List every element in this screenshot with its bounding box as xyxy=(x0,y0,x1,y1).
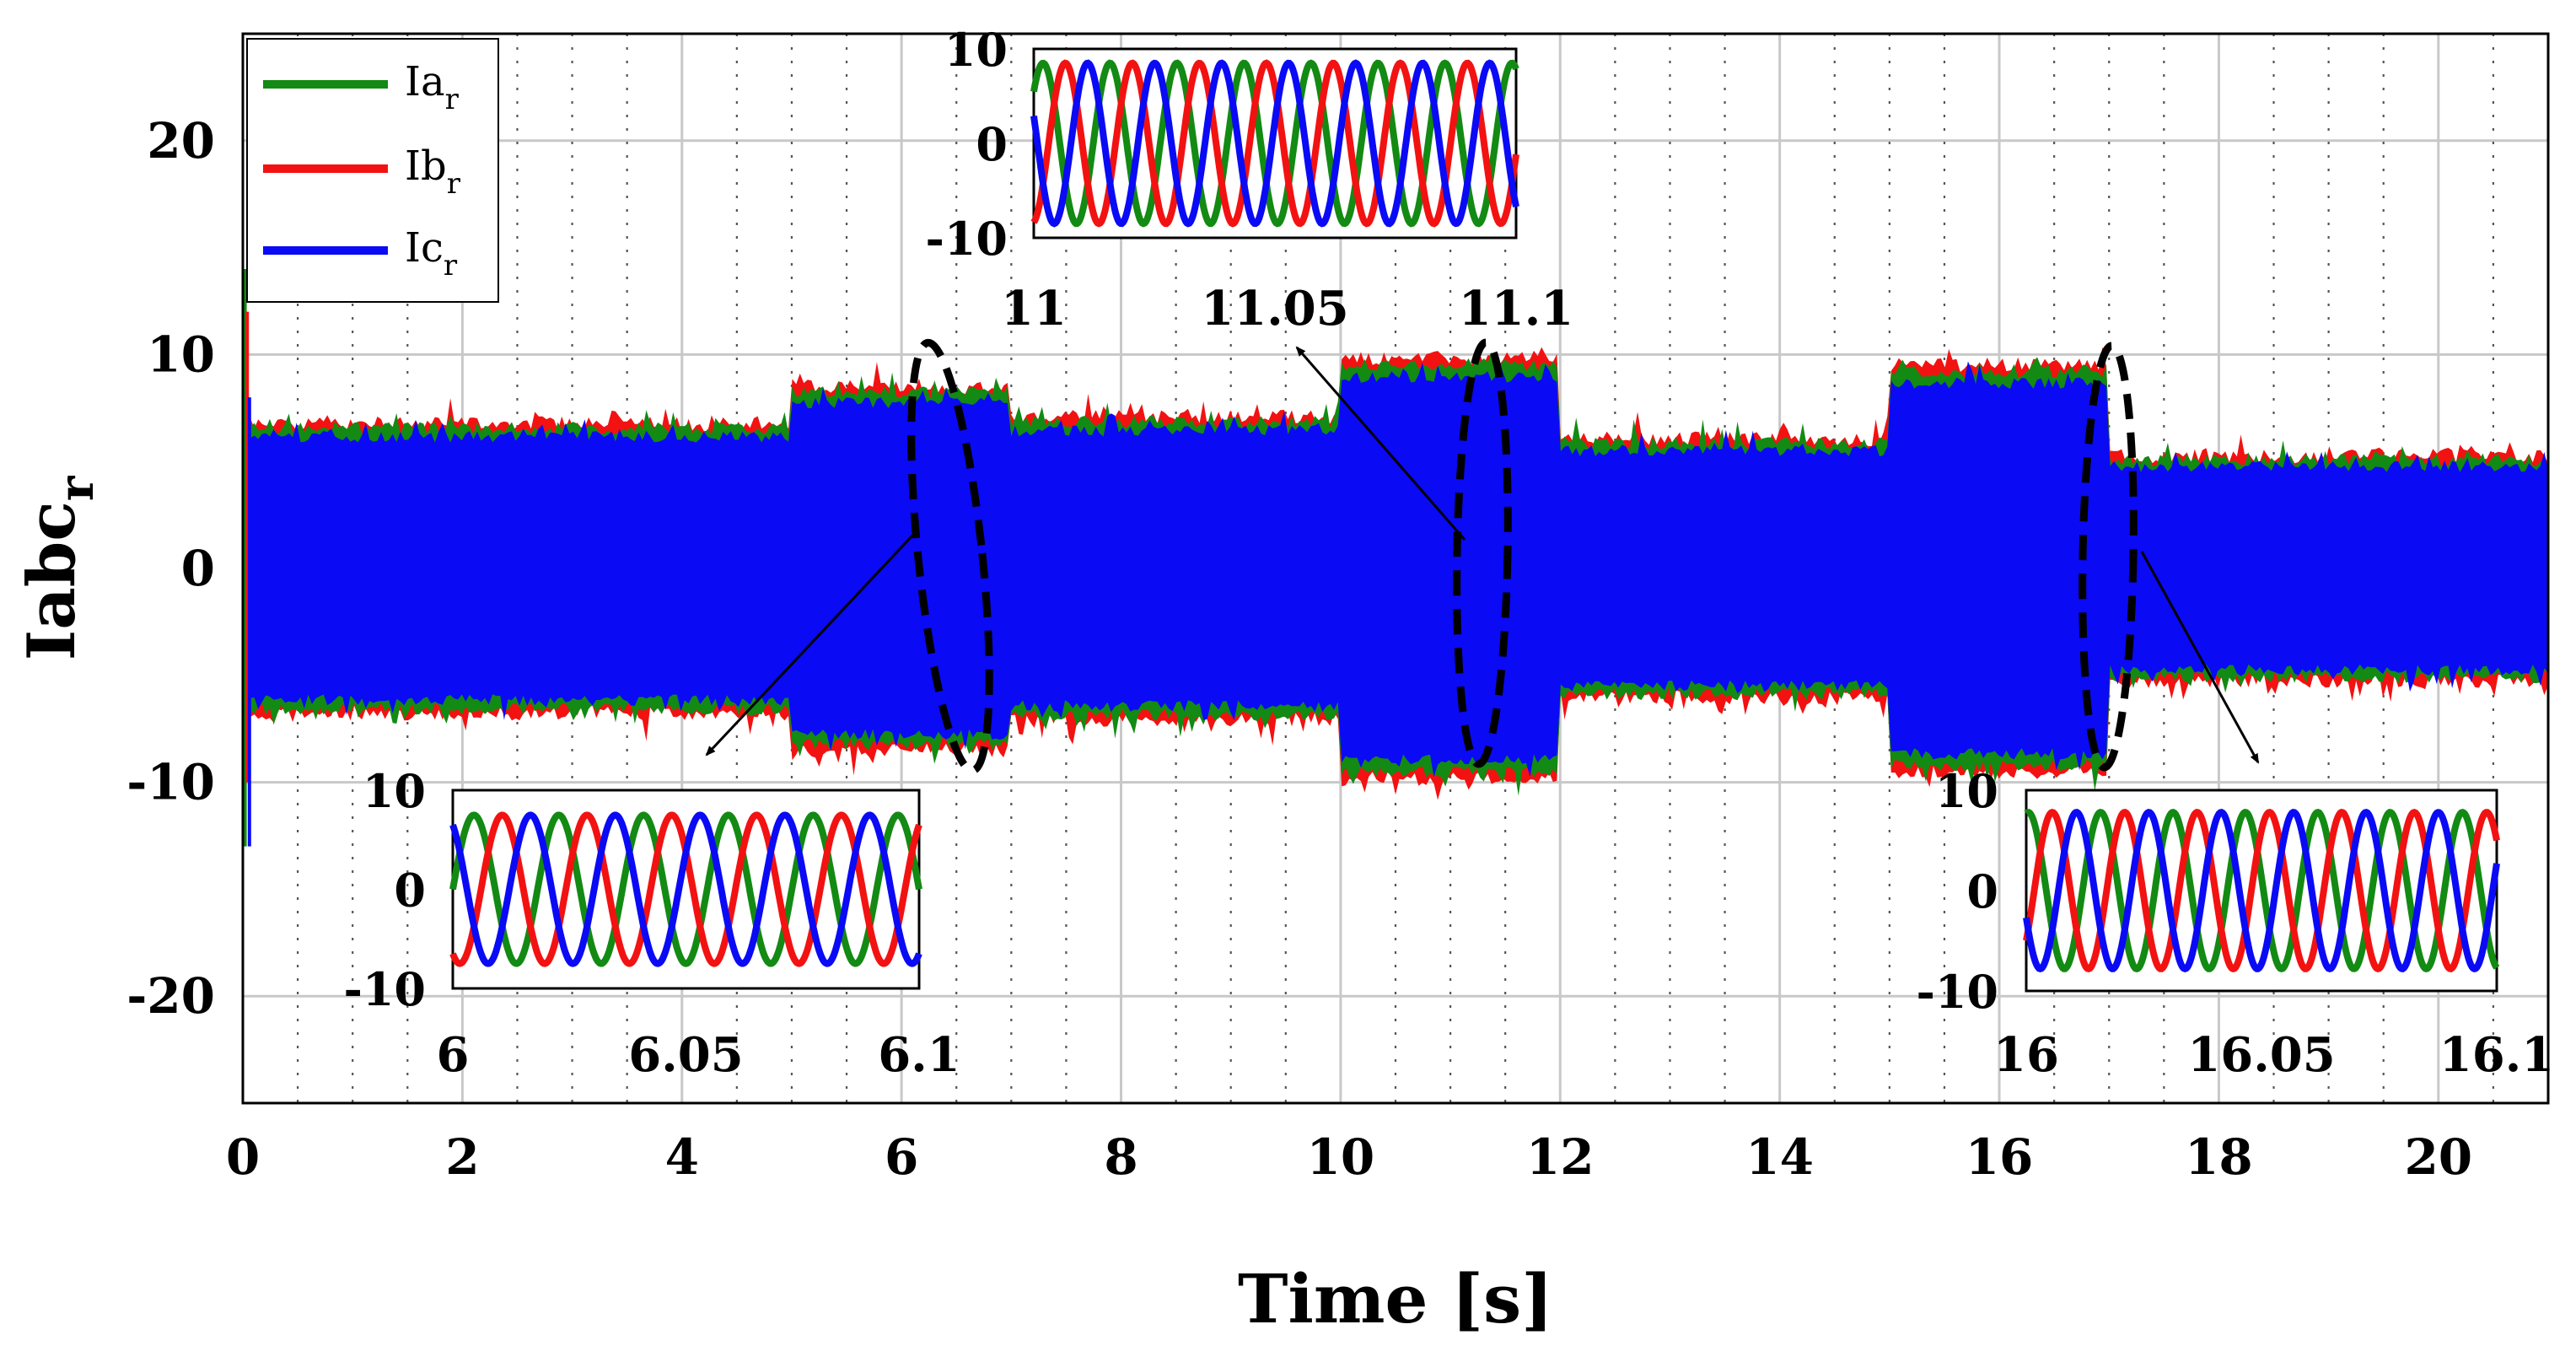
y-tick-label: 10 xyxy=(147,326,215,383)
inset-wave-b xyxy=(1030,59,1519,228)
legend-label-ia: Ia xyxy=(405,58,445,105)
inset-x-tick-label: 11.1 xyxy=(1459,281,1573,336)
y-tick-labels: -20 -10 0 10 20 xyxy=(126,112,215,1025)
inset-wave-a xyxy=(1030,59,1519,228)
inset-wave-c xyxy=(449,811,922,967)
inset-zoom-16s: 10 0 -10 16 16.05 16.1 xyxy=(1916,764,2554,1083)
inset-y-tick-label: 0 xyxy=(394,864,426,918)
inset-wave-a xyxy=(2024,808,2500,972)
inset-wave-c xyxy=(1030,59,1519,228)
legend-item-ic: Icr xyxy=(263,224,458,283)
svg-text:Icr: Icr xyxy=(405,224,458,283)
x-tick-label: 2 xyxy=(445,1128,479,1186)
inset-y-tick-label: 10 xyxy=(363,764,426,818)
inset-x-tick-label: 6.1 xyxy=(878,1027,960,1083)
inset-zoom-6s: 10 0 -106 6.05 6.1 xyxy=(343,764,960,1083)
zoom-ellipse-1 xyxy=(907,338,993,775)
x-tick-label: 8 xyxy=(1104,1128,1137,1186)
zoom-arrow-3 xyxy=(2140,551,2260,764)
inset-x-tick-label: 6 xyxy=(437,1027,470,1083)
legend-label-ic: Ic xyxy=(405,224,444,272)
current-envelopes xyxy=(243,268,2548,847)
inset-y-tick-label: 10 xyxy=(1935,764,1998,818)
y-tick-label: -20 xyxy=(126,967,215,1025)
svg-text:Iar: Iar xyxy=(405,58,460,116)
x-tick-label: 18 xyxy=(2185,1128,2253,1186)
zoom-annotations xyxy=(705,338,2260,775)
y-axis-label: Iabcr xyxy=(13,475,105,660)
x-tick-label: 0 xyxy=(226,1128,260,1186)
inset-x-tick-label: 16.1 xyxy=(2439,1027,2554,1083)
x-tick-label: 10 xyxy=(1307,1128,1375,1186)
inset-y-tick-label: 10 xyxy=(944,23,1008,77)
inset-wave-c xyxy=(2023,808,2500,973)
x-tick-labels: 0 2 4 6 8 10 12 14 16 18 20 xyxy=(226,1128,2472,1186)
legend-item-ia: Iar xyxy=(263,58,460,116)
legend-item-ib: Ibr xyxy=(263,143,461,201)
zoom-arrow-2 xyxy=(1295,346,1466,541)
inset-x-tick-label: 16 xyxy=(1993,1027,2059,1083)
inset-x-tick-label: 6.05 xyxy=(628,1027,743,1083)
x-tick-label: 20 xyxy=(2404,1128,2472,1186)
x-tick-label: 6 xyxy=(885,1128,918,1186)
inset-frame xyxy=(451,789,921,990)
inset-x-tick-label: 11.05 xyxy=(1201,281,1348,336)
svg-text:Ibr: Ibr xyxy=(405,143,461,201)
x-tick-label: 4 xyxy=(665,1128,699,1186)
zoom-arrow-1 xyxy=(705,531,917,756)
x-tick-label: 16 xyxy=(1966,1128,2034,1186)
x-axis-label: Time [s] xyxy=(1238,1259,1553,1338)
inset-y-tick-label: -10 xyxy=(925,212,1008,266)
y-tick-label: 0 xyxy=(181,540,215,597)
x-tick-label: 12 xyxy=(1526,1128,1595,1186)
x-tick-label: 14 xyxy=(1745,1128,1814,1186)
inset-y-tick-label: 0 xyxy=(976,117,1008,171)
inset-x-tick-label: 11 xyxy=(1001,281,1067,336)
envelope-ic xyxy=(243,359,2548,778)
inset-y-tick-label: -10 xyxy=(1916,965,1998,1019)
y-tick-label: -10 xyxy=(126,754,215,811)
legend-label-ib: Ib xyxy=(405,143,447,190)
y-tick-label: 20 xyxy=(147,112,215,170)
inset-y-tick-label: -10 xyxy=(343,962,426,1016)
inset-wave-b xyxy=(2023,808,2500,973)
inset-y-tick-label: 0 xyxy=(1966,864,1998,918)
zoom-ellipse-2 xyxy=(1453,338,1512,768)
inset-x-tick-label: 16.05 xyxy=(2187,1027,2335,1083)
zoom-ellipse-3 xyxy=(2079,342,2138,772)
legend: Iar Ibr Icr xyxy=(246,38,499,303)
plot-frame xyxy=(241,32,2550,1105)
inset-zoom-11s: 10 0 -10 11 11.05 11.1 xyxy=(925,23,1573,336)
